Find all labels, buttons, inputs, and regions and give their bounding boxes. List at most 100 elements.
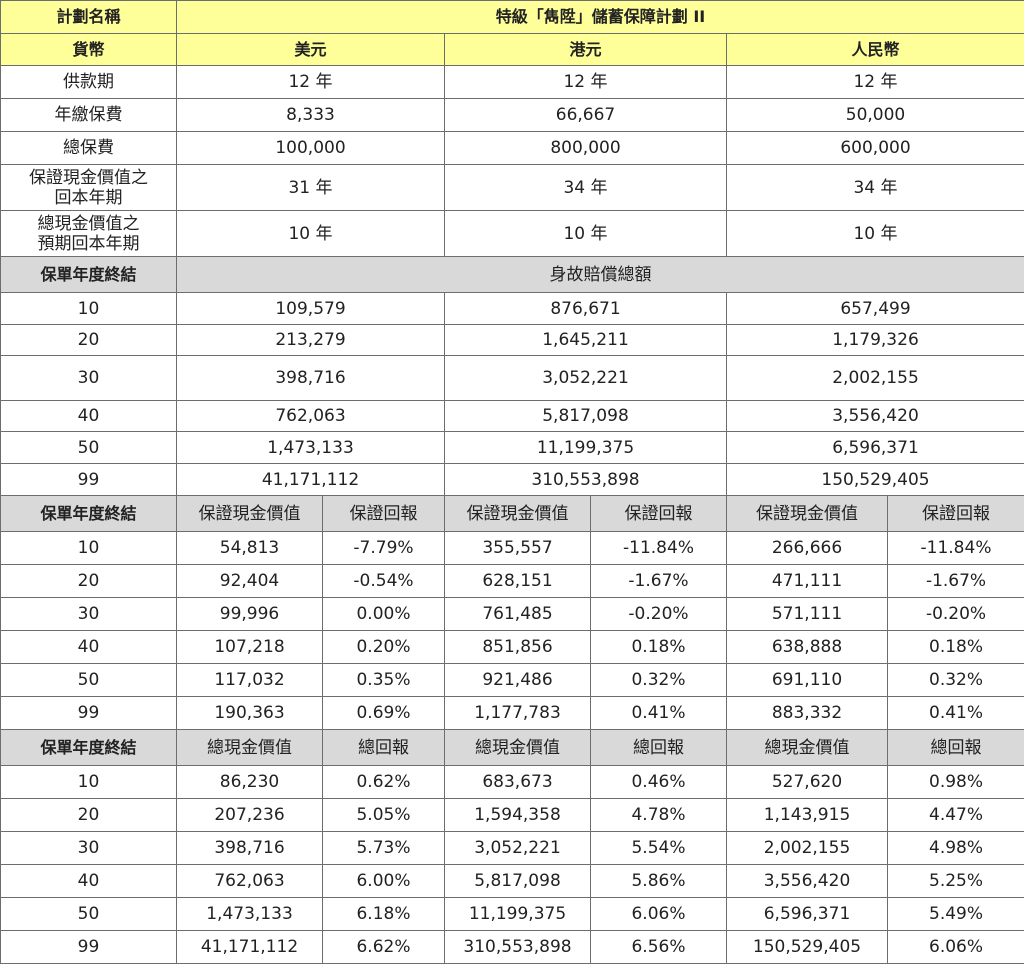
guaranteed-value: 638,888 (726, 630, 888, 664)
total-return: 5.25% (886, 864, 1024, 898)
total-value: 150,529,405 (726, 930, 888, 964)
currency-label: 貨幣 (0, 33, 177, 66)
total-row: 20 207,236 5.05% 1,594,358 4.78% 1,143,915 4.4… (0, 798, 1024, 832)
total-value: 398,716 (176, 831, 323, 865)
death-row: 50 1,473,133 11,199,375 6,596,371 (0, 431, 1024, 464)
total-value: 11,199,375 (444, 897, 591, 931)
death-row: 99 41,171,112 310,553,898 150,529,405 (0, 463, 1024, 496)
total-col-return: 總回報 (322, 729, 445, 766)
death-value: 11,199,375 (444, 431, 727, 464)
guaranteed-value: 107,218 (176, 630, 323, 664)
total-row: 30 398,716 5.73% 3,052,221 5.54% 2,002,155 4.9… (0, 831, 1024, 865)
guaranteed-return: 0.18% (590, 630, 727, 664)
year-cell: 40 (0, 630, 177, 664)
total-value: 3,556,420 (726, 864, 888, 898)
death-value: 6,596,371 (725, 431, 1024, 464)
summary-value: 34 年 (444, 164, 727, 211)
total-value: 1,594,358 (444, 798, 591, 832)
death-value: 310,553,898 (444, 463, 727, 496)
summary-value: 31 年 (176, 164, 445, 211)
death-value: 109,579 (176, 292, 445, 325)
year-cell: 10 (0, 531, 177, 565)
guaranteed-value: 1,177,783 (444, 696, 591, 730)
total-value: 86,230 (176, 765, 323, 799)
year-cell: 99 (0, 930, 177, 964)
death-row: 30 398,716 3,052,221 2,002,155 (0, 355, 1024, 401)
guaranteed-value: 266,666 (726, 531, 888, 565)
guaranteed-return: -11.84% (886, 531, 1024, 565)
year-cell: 10 (0, 292, 177, 325)
summary-value: 50,000 (725, 98, 1024, 132)
summary-value: 10 年 (444, 210, 727, 257)
total-value: 5,817,098 (444, 864, 591, 898)
death-row: 20 213,279 1,645,211 1,179,326 (0, 324, 1024, 356)
total-col-value: 總現金價值 (444, 729, 591, 766)
total-return: 5.86% (590, 864, 727, 898)
summary-label: 保證現金價值之 回本年期 (0, 164, 177, 211)
summary-value: 34 年 (725, 164, 1024, 211)
total-return: 6.56% (590, 930, 727, 964)
guaranteed-return: -11.84% (590, 531, 727, 565)
summary-row: 供款期 12 年 12 年 12 年 (0, 65, 1024, 99)
death-value: 150,529,405 (725, 463, 1024, 496)
total-return: 4.98% (886, 831, 1024, 865)
guaranteed-value: 921,486 (444, 663, 591, 697)
summary-value: 66,667 (444, 98, 727, 132)
death-row: 40 762,063 5,817,098 3,556,420 (0, 400, 1024, 432)
total-return: 5.54% (590, 831, 727, 865)
guaranteed-return: 0.41% (886, 696, 1024, 730)
guaranteed-header-row: 保單年度終結 保證現金價值 保證回報 保證現金價值 保證回報 保證現金價值 保證回報 (0, 495, 1024, 532)
guaranteed-col-return: 保證回報 (322, 495, 445, 532)
summary-row: 總現金價值之 預期回本年期 10 年 10 年 10 年 (0, 210, 1024, 257)
total-value: 310,553,898 (444, 930, 591, 964)
plan-name: 特級「雋陞」儲蓄保障計劃 II (175, 0, 1024, 34)
total-col-return: 總回報 (590, 729, 727, 766)
summary-label: 總保費 (0, 131, 177, 165)
total-value: 683,673 (444, 765, 591, 799)
total-return: 5.73% (322, 831, 445, 865)
summary-label: 總現金價值之 預期回本年期 (0, 210, 177, 257)
year-cell: 30 (0, 355, 177, 401)
guaranteed-return: -0.54% (322, 564, 445, 598)
guaranteed-value: 851,856 (444, 630, 591, 664)
death-value: 876,671 (444, 292, 727, 325)
total-return: 0.46% (590, 765, 727, 799)
total-return: 6.62% (322, 930, 445, 964)
guaranteed-row: 99 190,363 0.69% 1,177,783 0.41% 883,332 0.41% (0, 696, 1024, 730)
year-cell: 20 (0, 564, 177, 598)
total-col-value: 總現金價值 (726, 729, 888, 766)
summary-value: 800,000 (444, 131, 727, 165)
guaranteed-col-value: 保證現金價值 (176, 495, 323, 532)
summary-value: 8,333 (176, 98, 445, 132)
total-return: 6.00% (322, 864, 445, 898)
year-end-label: 保單年度終結 (0, 256, 177, 293)
total-header-row: 保單年度終結 總現金價值 總回報 總現金價值 總回報 總現金價值 總回報 (0, 729, 1024, 766)
guaranteed-value: 691,110 (726, 663, 888, 697)
death-row: 10 109,579 876,671 657,499 (0, 292, 1024, 325)
guaranteed-return: -1.67% (590, 564, 727, 598)
guaranteed-value: 355,557 (444, 531, 591, 565)
year-cell: 10 (0, 765, 177, 799)
total-return: 4.47% (886, 798, 1024, 832)
summary-value: 600,000 (725, 131, 1024, 165)
total-value: 762,063 (176, 864, 323, 898)
total-value: 207,236 (176, 798, 323, 832)
total-return: 0.62% (322, 765, 445, 799)
total-value: 1,143,915 (726, 798, 888, 832)
guaranteed-value: 117,032 (176, 663, 323, 697)
guaranteed-row: 50 117,032 0.35% 921,486 0.32% 691,110 0.32% (0, 663, 1024, 697)
summary-row: 年繳保費 8,333 66,667 50,000 (0, 98, 1024, 132)
year-cell: 30 (0, 831, 177, 865)
summary-label: 年繳保費 (0, 98, 177, 132)
death-value: 398,716 (176, 355, 445, 401)
currency-hkd: 港元 (444, 33, 727, 66)
death-value: 3,556,420 (725, 400, 1024, 432)
death-value: 1,179,326 (725, 324, 1024, 356)
death-value: 762,063 (176, 400, 445, 432)
guaranteed-return: 0.18% (886, 630, 1024, 664)
year-cell: 30 (0, 597, 177, 631)
summary-row: 保證現金價值之 回本年期 31 年 34 年 34 年 (0, 164, 1024, 211)
guaranteed-value: 54,813 (176, 531, 323, 565)
summary-value: 10 年 (725, 210, 1024, 257)
